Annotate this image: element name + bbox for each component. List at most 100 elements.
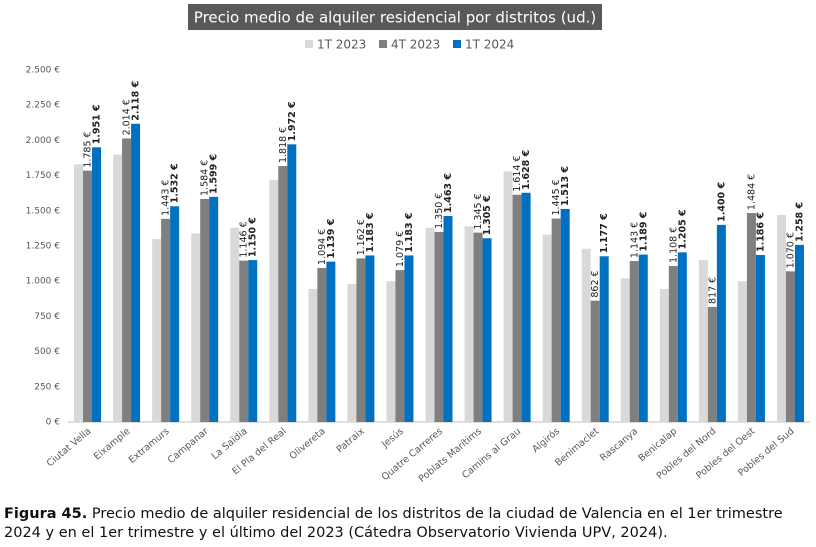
- bar: [629, 261, 639, 422]
- bar: [668, 265, 678, 422]
- x-tick-label: Extramurs: [127, 426, 172, 466]
- bar: [737, 281, 747, 422]
- y-tick-label: 0 €: [46, 418, 61, 428]
- value-label: 1.463 €: [443, 173, 454, 213]
- value-label: 1.146 €: [239, 221, 250, 257]
- bar: [230, 227, 240, 422]
- caption-text: Precio medio de alquiler residencial de …: [4, 506, 783, 541]
- caption-label: Figura 45.: [4, 506, 88, 522]
- bar: [677, 252, 687, 422]
- bar: [356, 258, 366, 422]
- value-label: 1.205 €: [677, 209, 688, 249]
- bar: [638, 254, 648, 422]
- bar: [473, 232, 483, 422]
- bar: [443, 216, 453, 422]
- bar: [209, 196, 219, 422]
- bar: [395, 270, 405, 422]
- bar: [161, 218, 171, 422]
- y-tick-label: 1.750 €: [26, 171, 61, 181]
- x-tick-label: Campanar: [166, 426, 211, 466]
- bar: [113, 154, 123, 423]
- bar: [404, 255, 414, 422]
- bar: [92, 147, 102, 422]
- x-tick-label: Patraix: [335, 426, 368, 456]
- value-label: 1.108 €: [668, 227, 679, 263]
- chart-title: Precio medio de alquiler residencial por…: [194, 9, 596, 27]
- value-label: 1.532 €: [170, 163, 181, 203]
- value-label: 1.443 €: [161, 180, 172, 216]
- chart: Precio medio de alquiler residencial por…: [26, 4, 810, 485]
- x-tick-label: Ciutat Vella: [45, 426, 94, 469]
- value-label: 1.143 €: [629, 222, 640, 258]
- legend-label: 4T 2023: [391, 38, 440, 52]
- caption: Figura 45. Precio medio de alquiler resi…: [4, 505, 812, 543]
- bar: [74, 164, 84, 422]
- legend-label: 1T 2023: [317, 38, 366, 52]
- bar: [512, 194, 522, 422]
- bar: [347, 284, 357, 422]
- value-label: 1.189 €: [638, 212, 649, 252]
- bar: [785, 271, 795, 422]
- x-tick-label: Benimaclet: [553, 426, 601, 469]
- x-tick-label: Rascanya: [598, 426, 640, 464]
- bar: [707, 306, 717, 422]
- value-label: 1.094 €: [317, 229, 328, 265]
- value-label: 1.513 €: [560, 166, 571, 206]
- bar: [317, 267, 327, 422]
- value-label: 1.186 €: [755, 212, 766, 252]
- bar: [308, 288, 318, 422]
- value-label: 2.014 €: [122, 99, 133, 135]
- bar: [269, 179, 279, 422]
- bar: [620, 278, 630, 422]
- value-label: 1.258 €: [794, 202, 805, 242]
- value-label: 1.183 €: [404, 212, 415, 252]
- bar: [482, 238, 492, 422]
- bar: [278, 166, 288, 422]
- bar: [191, 233, 201, 422]
- x-tick-label: Algirós: [530, 426, 562, 455]
- bar: [131, 123, 141, 423]
- bar: [755, 255, 765, 422]
- value-label: 1.614 €: [512, 155, 523, 191]
- bar: [521, 192, 531, 422]
- value-label: 1.177 €: [599, 213, 610, 253]
- y-tick-label: 1.000 €: [26, 277, 61, 287]
- value-label: 1.628 €: [521, 150, 532, 190]
- y-tick-label: 2.250 €: [26, 101, 61, 111]
- bar: [698, 260, 708, 422]
- legend-swatch: [305, 40, 313, 48]
- bar: [716, 224, 726, 422]
- title-box: [188, 4, 602, 30]
- value-label: 1.345 €: [473, 193, 484, 229]
- value-label: 1.484 €: [746, 174, 757, 210]
- bar: [794, 244, 804, 422]
- y-tick-label: 750 €: [34, 312, 60, 322]
- bar: [503, 171, 513, 422]
- bar: [434, 231, 444, 422]
- y-tick-label: 250 €: [34, 382, 60, 392]
- value-label: 1.599 €: [209, 154, 220, 194]
- value-label: 1.785 €: [83, 131, 94, 167]
- x-tick-label: Olivereta: [288, 426, 328, 462]
- bar: [581, 248, 591, 422]
- value-label: 1.070 €: [785, 232, 796, 268]
- value-label: 1.150 €: [248, 217, 259, 257]
- bar: [152, 238, 162, 422]
- value-label: 862 €: [590, 270, 601, 297]
- value-label: 1.350 €: [434, 193, 445, 229]
- bar: [551, 218, 561, 422]
- value-label: 1.139 €: [326, 219, 337, 259]
- y-tick-label: 2.000 €: [26, 136, 61, 146]
- bar: [287, 144, 297, 422]
- y-tick-label: 500 €: [34, 347, 60, 357]
- value-label: 1.445 €: [551, 179, 562, 215]
- bar: [326, 261, 336, 422]
- bar: [200, 198, 210, 422]
- value-label: 1.400 €: [716, 182, 727, 222]
- x-tick-label: Jesús: [379, 426, 406, 451]
- value-label: 1.584 €: [200, 160, 211, 196]
- bar: [170, 206, 180, 422]
- bar: [365, 255, 375, 422]
- bar: [542, 234, 552, 422]
